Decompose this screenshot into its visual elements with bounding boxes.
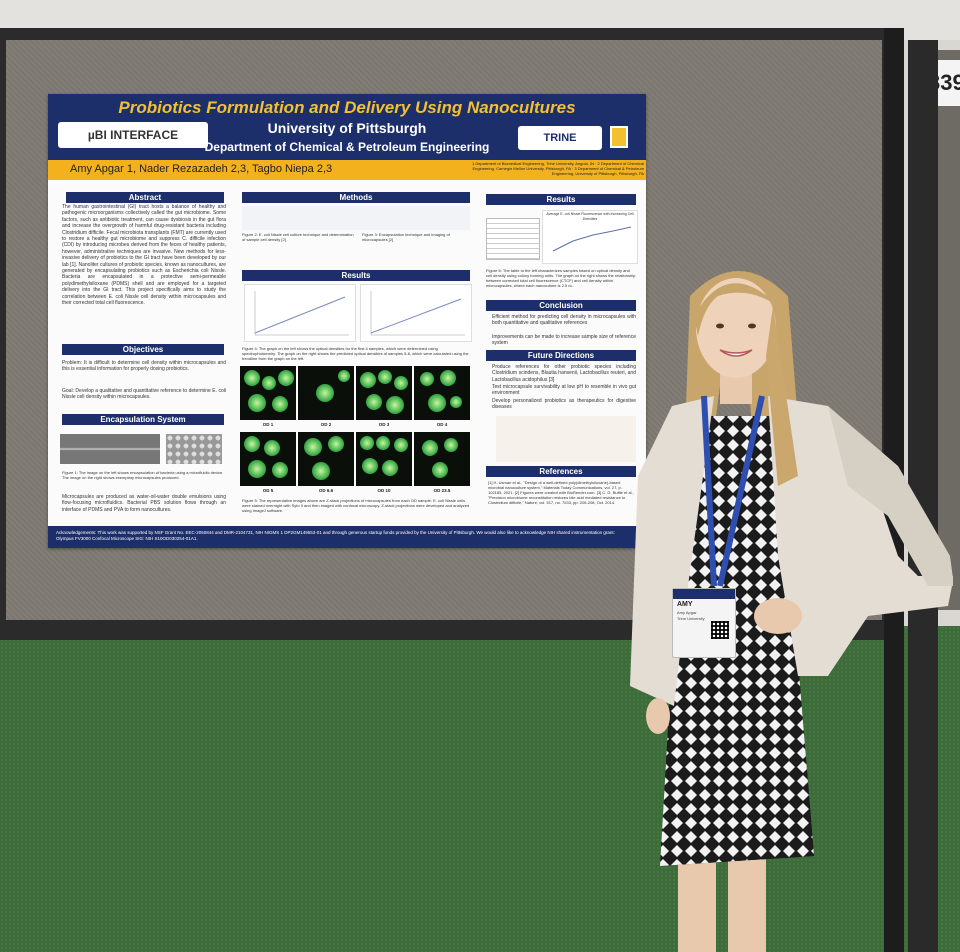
- encapsulation-heading: Encapsulation System: [62, 414, 224, 425]
- research-poster: Probiotics Formulation and Delivery Usin…: [48, 94, 646, 548]
- od-chart-left: [244, 284, 356, 342]
- figure1-caption: Figure 1: The image on the left shows en…: [62, 470, 224, 480]
- objectives-goal: Goal: Develop a qualitative and quantita…: [62, 388, 226, 401]
- microcapsules-image: [166, 434, 222, 464]
- conclusion-item: Efficient method for predicting cell den…: [492, 314, 636, 327]
- figure4-caption: Figure 4: The graph on the left shows th…: [242, 346, 469, 361]
- methods-heading: Methods: [242, 192, 470, 203]
- figure3-caption: Figure 3: Encapsulation technique and im…: [362, 232, 450, 242]
- figure2-caption: Figure 2: E. coli Nissle cell culture te…: [242, 232, 354, 242]
- od23-micrograph: [414, 432, 470, 486]
- abstract-text: The human gastrointestinal (GI) tract ho…: [62, 204, 226, 307]
- results-heading-right: Results: [486, 194, 636, 205]
- od-chart-right: [360, 284, 472, 342]
- poster-authors: Amy Apgar 1, Nader Rezazadeh 2,3, Tagbo …: [70, 163, 333, 175]
- conclusion-item: Improvements can be made to increase sam…: [492, 334, 636, 347]
- od-chart-left-svg: [254, 291, 349, 336]
- poster-header: Probiotics Formulation and Delivery Usin…: [48, 94, 646, 160]
- future-item: Develop personalized probiotics as thera…: [492, 398, 636, 411]
- od-label: OD 2: [320, 422, 332, 427]
- od10-micrograph: [356, 432, 412, 486]
- encapsulation-text: Microcapsules are produced as water-oil-…: [62, 494, 226, 513]
- future-directions-diagram: [496, 416, 636, 462]
- badge-name: AMY: [677, 601, 693, 608]
- od-label: OD 3: [378, 422, 390, 427]
- od-label: OD 10: [377, 488, 391, 493]
- microfluidic-device-image: [60, 434, 160, 464]
- trine-logo: TRINE: [518, 126, 602, 150]
- od1-micrograph: [240, 366, 296, 420]
- od-chart-right-svg: [370, 291, 465, 336]
- od-label: OD 1: [262, 422, 274, 427]
- conclusion-heading: Conclusion: [486, 300, 636, 311]
- future-item: Produce references for other probiotic s…: [492, 364, 636, 383]
- presenter-person: [630, 271, 953, 952]
- objectives-heading: Objectives: [62, 344, 224, 355]
- badge-full-name: Amy Apgar: [677, 610, 697, 615]
- acknowledgements-bar: Acknowledgements: This work was supporte…: [48, 526, 646, 548]
- name-badge: AMY Amy Apgar Trine University: [672, 588, 736, 658]
- results-heading-mid: Results: [242, 270, 470, 281]
- poster-title: Probiotics Formulation and Delivery Usin…: [118, 98, 576, 117]
- methods-diagram: [242, 206, 470, 230]
- abstract-heading: Abstract: [66, 192, 224, 203]
- poster-department: Department of Chemical & Petroleum Engin…: [204, 140, 490, 154]
- ctcf-chart-title: Average E. coli Nissle Fluorescence with…: [546, 212, 634, 221]
- poster-university: University of Pittsburgh: [267, 120, 427, 136]
- od2-micrograph: [298, 366, 354, 420]
- od5-micrograph: [240, 432, 296, 486]
- ctcf-chart-svg: [552, 226, 632, 252]
- figure6-caption: Figure 6: The table to the left characte…: [486, 268, 636, 288]
- acknowledgements-text: Acknowledgements: This work was supporte…: [56, 530, 615, 541]
- od-label: OD 6.6: [318, 488, 334, 493]
- badge-header: [673, 589, 735, 599]
- poster-affiliations: 1 Department of Biomedical Engineering, …: [471, 161, 644, 176]
- od4-micrograph: [414, 366, 470, 420]
- author-bar: Amy Apgar 1, Nader Rezazadeh 2,3, Tagbo …: [48, 160, 646, 180]
- qr-code-icon: [711, 621, 729, 639]
- interface-logo: µBI INTERFACE: [58, 122, 208, 148]
- od-label: OD 5: [262, 488, 274, 493]
- od6-micrograph: [298, 432, 354, 486]
- pitt-crest-icon: [610, 126, 628, 148]
- ctcf-chart: Average E. coli Nissle Fluorescence with…: [542, 210, 638, 264]
- od3-micrograph: [356, 366, 412, 420]
- badge-affiliation: Trine University: [677, 616, 705, 621]
- references-heading: References: [486, 466, 636, 477]
- od-label: OD 4: [436, 422, 448, 427]
- future-directions-heading: Future Directions: [486, 350, 636, 361]
- objectives-problem: Problem: It is difficult to determine ce…: [62, 360, 226, 373]
- od-label: OD 23.5: [433, 488, 451, 493]
- future-item: Test microcapsule survivability at low p…: [492, 384, 636, 397]
- figure5-caption: Figure 5: The representative images abov…: [242, 498, 470, 513]
- results-table: [486, 218, 540, 260]
- references-text: [1] H. Usman et al., "Design of a well-d…: [488, 480, 634, 505]
